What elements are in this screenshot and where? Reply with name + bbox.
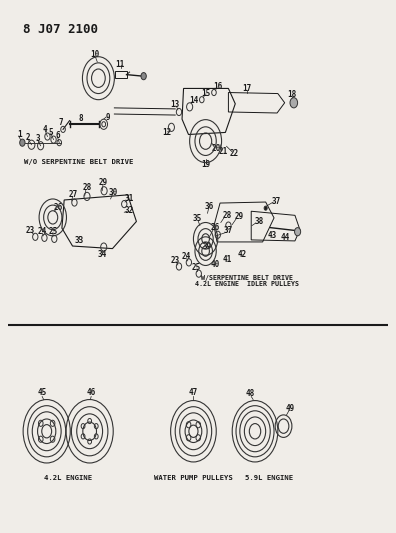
Text: 48: 48	[246, 389, 255, 398]
Text: 35: 35	[192, 214, 202, 223]
Text: 22: 22	[230, 149, 239, 158]
Text: 26: 26	[54, 203, 63, 212]
Text: 5.9L ENGINE: 5.9L ENGINE	[246, 475, 293, 481]
Text: W/O SERPENTINE BELT DRIVE: W/O SERPENTINE BELT DRIVE	[24, 159, 133, 165]
Text: 44: 44	[281, 233, 290, 243]
Text: 49: 49	[286, 403, 295, 413]
Text: 15: 15	[201, 89, 210, 98]
Text: 39: 39	[202, 241, 212, 251]
Text: 24: 24	[181, 252, 190, 261]
Text: 28: 28	[82, 183, 91, 192]
Text: 27: 27	[69, 190, 78, 199]
Text: 8 J07 2100: 8 J07 2100	[23, 23, 98, 36]
Text: 14: 14	[189, 96, 198, 105]
Text: 21: 21	[219, 148, 228, 156]
Text: 7: 7	[58, 118, 63, 127]
Text: 30: 30	[109, 188, 118, 197]
Circle shape	[264, 206, 267, 210]
Text: 6: 6	[55, 131, 60, 140]
Text: 2: 2	[25, 133, 30, 142]
Text: 47: 47	[189, 389, 198, 398]
Text: 11: 11	[116, 60, 125, 69]
Text: 10: 10	[90, 50, 99, 59]
Text: 26: 26	[211, 223, 220, 232]
Text: 29: 29	[234, 212, 244, 221]
Circle shape	[295, 228, 301, 236]
Text: 31: 31	[125, 195, 134, 204]
Text: 19: 19	[201, 160, 210, 168]
Text: 37: 37	[224, 226, 233, 235]
Text: 41: 41	[223, 255, 232, 264]
Text: 1: 1	[17, 131, 22, 140]
Text: W/SERPENTINE BELT DRIVE: W/SERPENTINE BELT DRIVE	[201, 275, 293, 281]
Circle shape	[290, 98, 298, 108]
Text: 23: 23	[26, 226, 35, 235]
Text: 5: 5	[48, 128, 53, 137]
Text: 45: 45	[38, 389, 47, 398]
Text: 23: 23	[171, 256, 180, 265]
Text: 9: 9	[105, 112, 110, 122]
Text: 4: 4	[42, 125, 47, 134]
Text: 36: 36	[205, 201, 214, 211]
Text: 40: 40	[211, 260, 220, 269]
Text: 8: 8	[79, 114, 84, 123]
Text: 33: 33	[75, 237, 84, 245]
Text: 16: 16	[213, 82, 223, 91]
Text: 25: 25	[192, 263, 201, 272]
Text: 29: 29	[99, 178, 109, 187]
Text: 17: 17	[242, 84, 251, 93]
Text: 43: 43	[267, 231, 276, 240]
Circle shape	[141, 72, 146, 80]
Text: 28: 28	[222, 211, 232, 220]
Text: 20: 20	[211, 144, 221, 154]
Text: 24: 24	[38, 227, 47, 236]
Text: 38: 38	[254, 217, 263, 226]
Text: 46: 46	[87, 389, 96, 398]
Text: 12: 12	[162, 128, 171, 137]
Text: 37: 37	[272, 197, 281, 206]
Text: 3: 3	[35, 134, 40, 143]
Text: WATER PUMP PULLEYS: WATER PUMP PULLEYS	[154, 475, 233, 481]
Text: 25: 25	[48, 227, 57, 236]
Text: 42: 42	[238, 250, 247, 259]
Text: 32: 32	[124, 206, 133, 215]
Text: 13: 13	[171, 100, 180, 109]
Text: 18: 18	[287, 90, 297, 99]
Text: 4.2L ENGINE: 4.2L ENGINE	[44, 475, 92, 481]
Circle shape	[20, 139, 25, 146]
Text: 34: 34	[97, 250, 107, 259]
Text: 4.2L ENGINE  IDLER PULLEYS: 4.2L ENGINE IDLER PULLEYS	[195, 281, 299, 287]
